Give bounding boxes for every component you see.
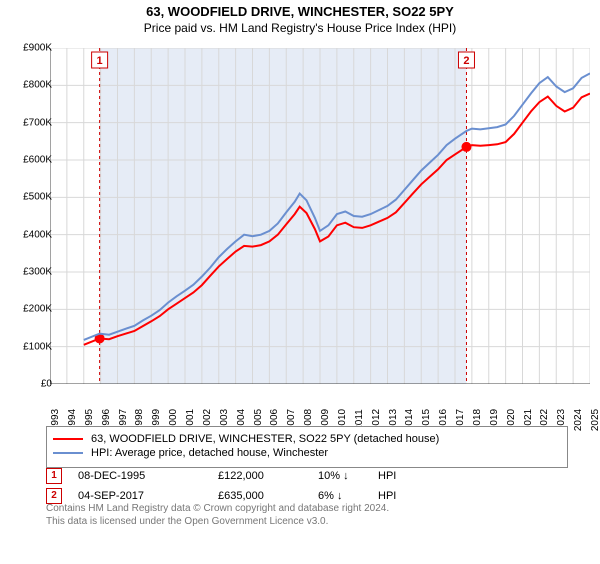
sale-marker-box: 1 — [46, 468, 62, 484]
svg-text:2: 2 — [463, 55, 469, 67]
chart-title: 63, WOODFIELD DRIVE, WINCHESTER, SO22 5P… — [0, 4, 600, 19]
line-chart: 12 — [50, 48, 590, 384]
legend-swatch — [53, 438, 83, 440]
legend-label: HPI: Average price, detached house, Winc… — [91, 447, 328, 459]
sale-date: 04-SEP-2017 — [78, 490, 218, 502]
footer-line1: Contains HM Land Registry data © Crown c… — [46, 502, 389, 515]
sale-pct: 10% ↓ — [318, 470, 378, 482]
y-tick-label: £300K — [23, 267, 52, 278]
sale-price: £635,000 — [218, 490, 318, 502]
sale-price: £122,000 — [218, 470, 318, 482]
x-axis-labels: 1993199419951996199719981999200020012002… — [50, 386, 590, 426]
sale-hpi-suffix: HPI — [378, 470, 396, 482]
sale-hpi-suffix: HPI — [378, 490, 396, 502]
y-tick-label: £100K — [23, 341, 52, 352]
y-tick-label: £400K — [23, 229, 52, 240]
x-tick-label: 2025 — [590, 409, 600, 431]
legend-row: HPI: Average price, detached house, Winc… — [53, 447, 561, 459]
footer-attribution: Contains HM Land Registry data © Crown c… — [46, 502, 389, 528]
legend-swatch — [53, 452, 83, 454]
legend-row: 63, WOODFIELD DRIVE, WINCHESTER, SO22 5P… — [53, 433, 561, 445]
y-tick-label: £600K — [23, 155, 52, 166]
legend-label: 63, WOODFIELD DRIVE, WINCHESTER, SO22 5P… — [91, 433, 439, 445]
chart-title-block: 63, WOODFIELD DRIVE, WINCHESTER, SO22 5P… — [0, 4, 600, 35]
sale-pct: 6% ↓ — [318, 490, 378, 502]
y-tick-label: £700K — [23, 117, 52, 128]
sale-date: 08-DEC-1995 — [78, 470, 218, 482]
chart-canvas: 12 — [50, 48, 590, 384]
svg-text:1: 1 — [97, 55, 103, 67]
y-tick-label: £500K — [23, 192, 52, 203]
y-tick-label: £900K — [23, 43, 52, 54]
footer-line2: This data is licensed under the Open Gov… — [46, 515, 389, 528]
y-tick-label: £800K — [23, 80, 52, 91]
y-tick-label: £200K — [23, 304, 52, 315]
legend: 63, WOODFIELD DRIVE, WINCHESTER, SO22 5P… — [46, 426, 568, 468]
chart-subtitle: Price paid vs. HM Land Registry's House … — [0, 21, 600, 35]
sale-row: 1 08-DEC-1995£122,00010% ↓HPI — [46, 468, 396, 484]
x-tick-label: 2024 — [573, 409, 584, 431]
